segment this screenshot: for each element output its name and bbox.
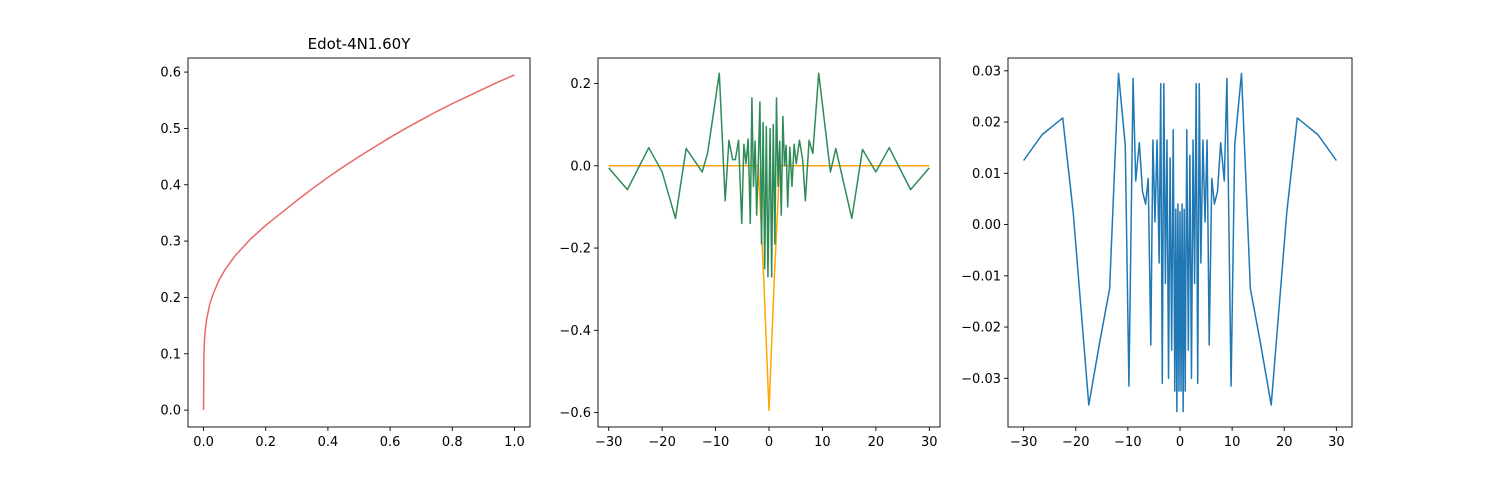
y-tick-label: 0.3 [160,235,181,250]
y-tick-label: 0.4 [160,178,181,193]
series-line-1 [202,74,515,411]
x-tick-label: −20 [1062,435,1089,450]
x-tick-label: 0 [1176,435,1184,450]
y-tick-label: −0.02 [961,321,1001,336]
series-line-1 [1023,72,1337,413]
y-tick-label: −0.2 [559,242,591,257]
y-tick-label: 0.0 [570,159,591,174]
x-tick-label: 0.4 [318,435,339,450]
x-tick-label: 20 [1276,435,1293,450]
x-tick-label: −30 [595,435,622,450]
y-tick-label: 0.2 [160,291,181,306]
x-tick-label: −10 [1114,435,1141,450]
y-tick-label: 0.03 [972,64,1001,79]
x-tick-label: −10 [702,435,729,450]
x-tick-label: 10 [814,435,831,450]
x-tick-label: −30 [1010,435,1037,450]
x-tick-label: 20 [868,435,885,450]
axes-frame [187,57,531,428]
x-tick-label: 30 [921,435,938,450]
y-tick-label: 0.2 [570,77,591,92]
x-tick-label: 0.2 [255,435,276,450]
y-tick-label: 0.6 [160,66,181,81]
y-tick-label: 0.0 [160,404,181,419]
x-tick-label: 0.8 [442,435,463,450]
chart-title: Edot-4N1.60Y [308,35,412,53]
y-tick-label: −0.6 [559,406,591,421]
y-tick-label: −0.03 [961,372,1001,387]
x-tick-label: −20 [648,435,675,450]
y-tick-label: −0.4 [559,324,591,339]
x-tick-label: 0.6 [380,435,401,450]
y-tick-label: 0.5 [160,122,181,137]
series-line-2 [608,72,930,278]
x-tick-label: 0 [765,435,773,450]
x-tick-label: 30 [1328,435,1345,450]
y-tick-label: 0.02 [972,116,1001,131]
subplot-2: −30 −20 −10 0 10 20 30 0.2 0.0 −0.2 −0.4 −0.6 [559,57,941,450]
y-tick-label: 0.01 [972,167,1001,182]
y-tick-label: 0.1 [160,347,181,362]
x-tick-label: 1.0 [504,435,525,450]
y-tick-label: 0.00 [972,218,1001,233]
y-tick-label: −0.01 [961,269,1001,284]
x-tick-label: 0.0 [193,435,214,450]
x-tick-label: 10 [1224,435,1241,450]
subplot-3: −30 −20 −10 0 10 20 30 0.03 0.02 0.01 0.00 −0.01 −0.… [961,57,1353,450]
subplot-1: 0.0 0.2 0.4 0.6 0.8 1.0 0.0 0.1 0.2 0.3 0.4 0.5 0.6 E… [160,35,531,450]
